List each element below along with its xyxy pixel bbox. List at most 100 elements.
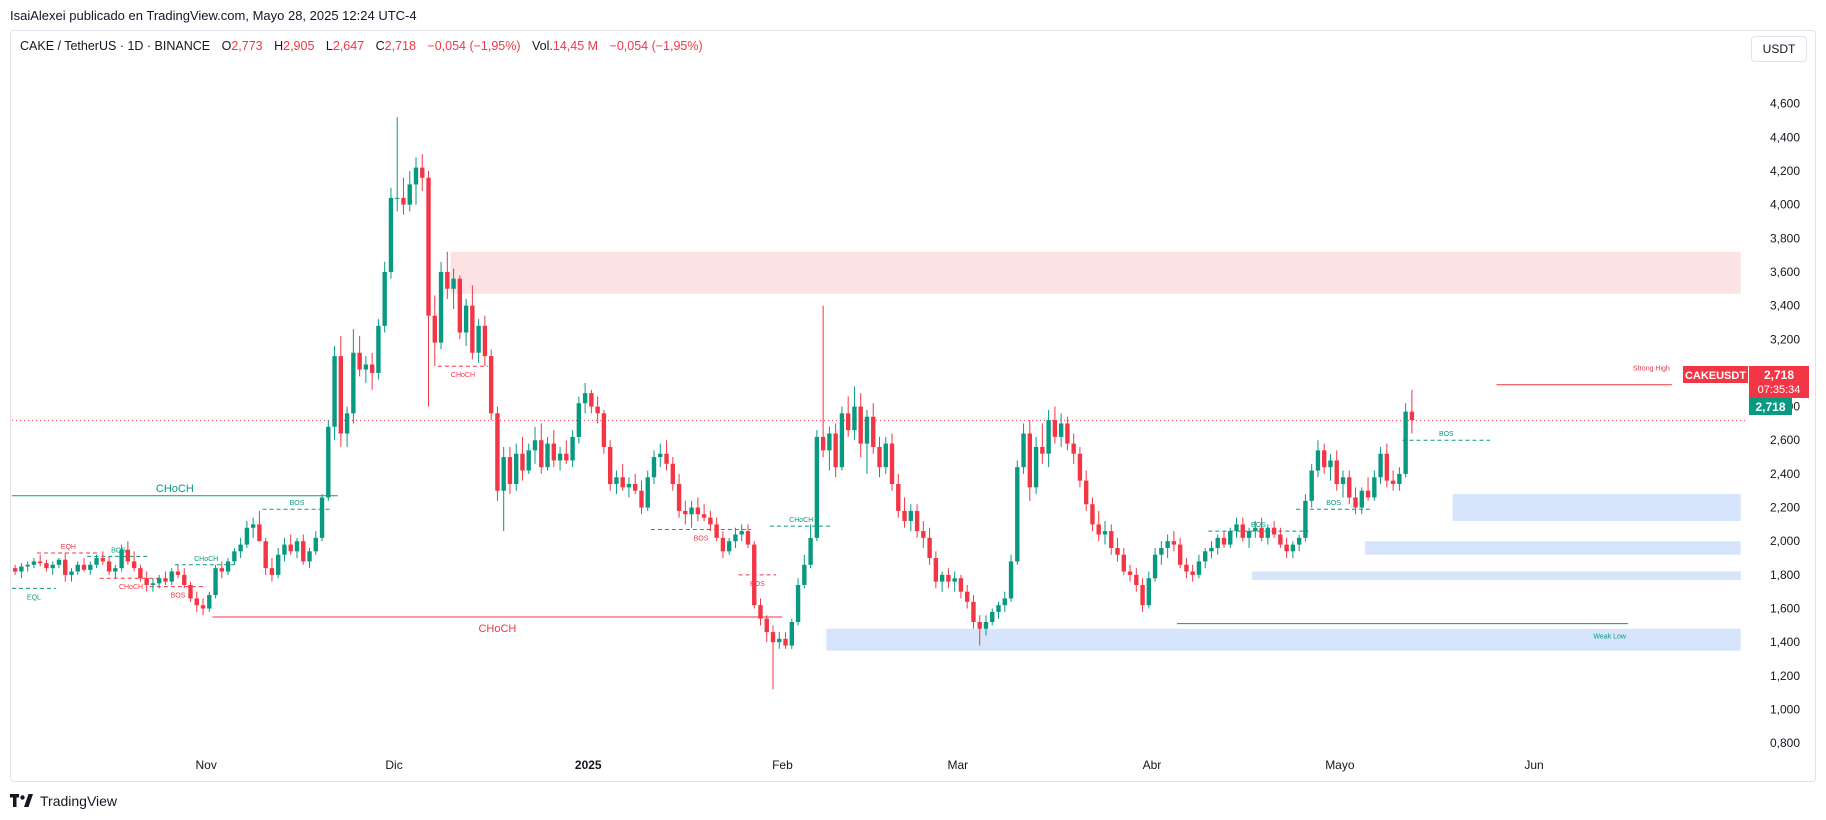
candle-body [344,413,350,434]
candle-body [44,563,49,569]
price-tick-label: 0,800 [1770,736,1800,750]
candle-body [182,574,187,585]
candle-body [1040,446,1045,454]
candle-body [125,549,131,562]
candle-body [1121,554,1126,572]
level-label: CHoCH [789,517,813,524]
candle-body [301,541,306,562]
candle-body [438,271,444,343]
candle-body [1221,537,1227,545]
candle-body [395,197,400,199]
level-label: CHoCH [451,372,475,379]
candle-body [852,406,857,431]
legend-close-label: C [375,39,385,53]
candle-body [896,484,901,511]
candle-body [50,564,55,569]
candle-body [1159,547,1164,555]
candle-body [514,453,519,484]
candle-body [188,584,193,599]
candle-body [1152,554,1158,579]
time-tick-label: Abr [1143,758,1162,772]
candle-body [1365,490,1371,498]
legend-volume-change: −0,054 (−1,95%) [609,39,703,53]
candle-body [1334,460,1339,484]
candle-body [1246,531,1252,538]
candle-body [63,559,68,575]
price-tick-label: 4,400 [1770,130,1800,144]
time-axis[interactable]: Nov Dic 2025 Feb Mar Abr Mayo Jun [195,758,1543,772]
legend-high-value: 2,905 [283,39,315,53]
price-tick-label: 1,000 [1770,703,1800,717]
candle-body [745,531,751,545]
candle-body [927,537,932,559]
candle-body [144,578,149,585]
candle-body [81,564,87,570]
candle-body [1102,531,1108,535]
candle-body [1077,453,1083,481]
candle-body [1052,420,1058,437]
candle-body [426,177,431,316]
candle-body [783,638,788,646]
symbol-tag-bg [1683,366,1748,383]
level-label: BOS [111,547,126,554]
chart-frame [10,30,1816,782]
candle-body [56,559,62,565]
candle-body [407,184,412,205]
candle-body [307,551,312,562]
symbol-legend: CAKE / TetherUS · 1D · BINANCE O2,773 H2… [20,39,703,53]
currency-button[interactable]: USDT [1751,36,1807,62]
candle-body [282,544,287,555]
price-tick-label: 3,400 [1770,299,1800,313]
candle-body [964,591,970,602]
candle-body [1209,547,1214,552]
candle-body [1109,531,1114,548]
candle-body [595,406,600,414]
level-label: EQL [27,594,41,601]
candle-body [100,558,106,562]
candle-body [1215,537,1220,548]
legend-symbol[interactable]: CAKE / TetherUS · 1D · BINANCE [20,39,211,53]
candle-body [752,544,757,606]
price-axis[interactable]: 4,600 4,400 4,200 4,000 3,800 3,600 3,400 3,200… [1770,97,1800,751]
candle-body [269,568,275,575]
candle-body [939,574,945,582]
candle-body [338,356,344,434]
candle-body [733,534,738,542]
candle-body [276,554,281,575]
candle-body [150,583,156,585]
legend-open-value: 2,773 [231,39,263,53]
candle-body [564,453,569,461]
price-tick-label: 1,200 [1770,669,1800,683]
price-tick-label: 3,600 [1770,265,1800,279]
candle-body [557,453,563,461]
candle-body [1384,453,1390,481]
candle-body [1171,541,1177,545]
candle-body [908,510,914,522]
candle-body [25,564,30,567]
candle-body [1090,504,1095,525]
candle-body [106,561,112,572]
candle-body [1002,598,1007,606]
candle-body [463,305,469,333]
candle-body [1271,527,1277,535]
candle-body [820,436,826,451]
price-tick-label: 2,200 [1770,501,1800,515]
price-tick-label: 2,000 [1770,534,1800,548]
candle-body [739,531,744,535]
candle-body [708,517,713,525]
candle-body [169,571,174,582]
candle-body [714,524,719,538]
level-label: CHoCH [194,556,218,563]
level-label: BOS [290,500,305,507]
price-tick-label: 2,400 [1770,467,1800,481]
structure-levels-layer: CHoCH BOS CHoCH BOS EQH EQL CHoCH BOS CHoCH CHoCH… [12,365,1672,641]
candle-body [445,271,450,289]
legend-high-label: H [274,39,284,53]
tradingview-logo[interactable]: TradingView [10,793,117,809]
candle-body [1409,411,1415,421]
candle-body [332,356,337,427]
candle-body [1353,497,1358,508]
candle-body [689,507,694,515]
candle-body [651,457,657,478]
